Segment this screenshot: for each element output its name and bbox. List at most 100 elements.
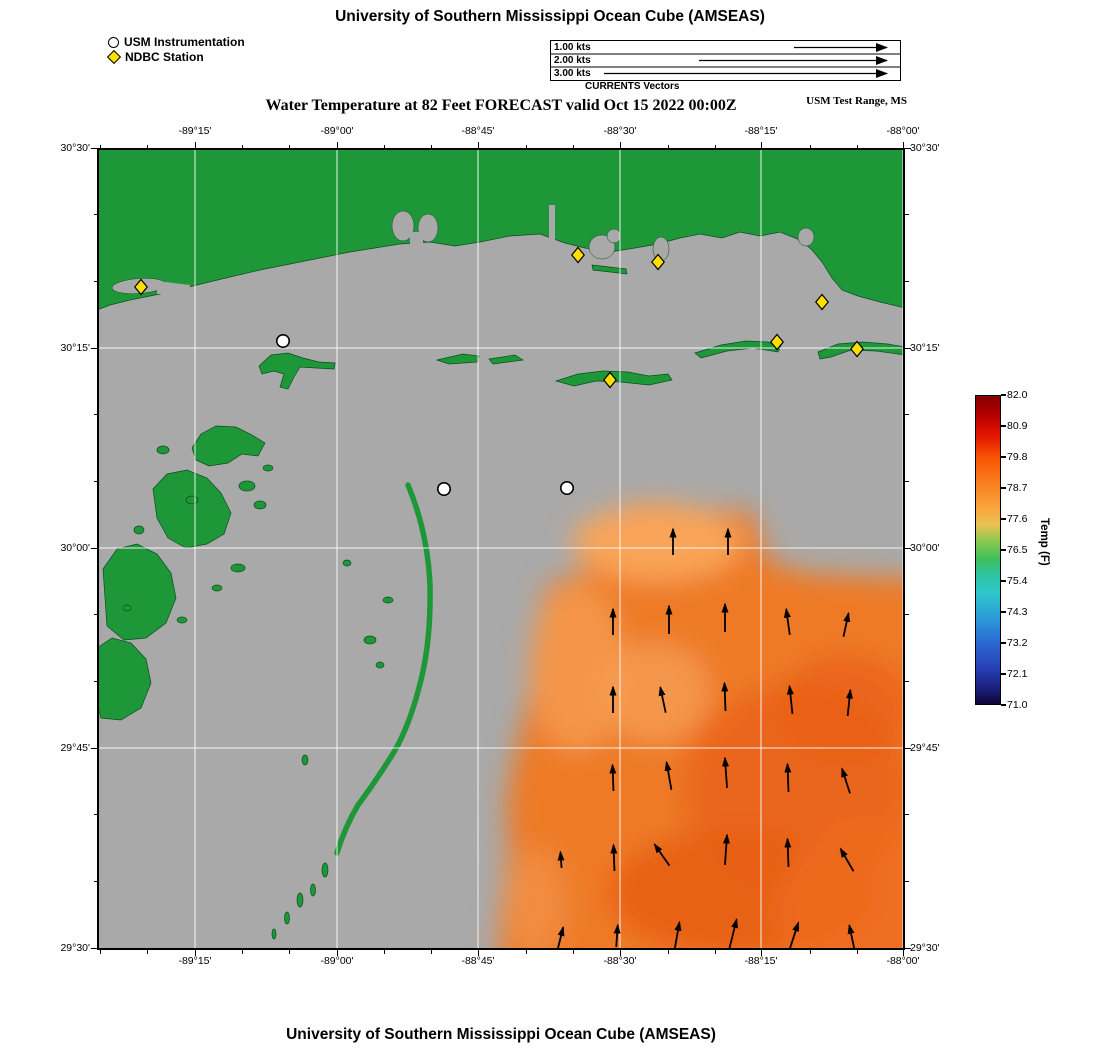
- tick-mark: [905, 147, 911, 149]
- tick-mark: [91, 147, 97, 149]
- x-tick-label-top: -88°30': [603, 125, 637, 137]
- x-tick-label-bottom: -89°15': [178, 955, 212, 967]
- x-tick-label-bottom: -88°00': [886, 955, 920, 967]
- currents-key-arrows: [551, 43, 900, 78]
- colorbar-tick-label: 71.0: [1007, 698, 1028, 711]
- tick-mark: [93, 814, 97, 816]
- colorbar-tick-label: 73.2: [1007, 636, 1028, 649]
- tick-mark: [905, 814, 909, 816]
- tick-mark: [667, 950, 669, 954]
- tick-mark: [431, 144, 433, 148]
- current-vector: [722, 833, 730, 866]
- map-frame: [97, 148, 905, 950]
- x-tick-label-top: -89°15': [178, 125, 212, 137]
- map-title: Water Temperature at 82 Feet FORECAST va…: [265, 97, 737, 114]
- current-vector: [728, 917, 738, 949]
- tick-mark: [91, 947, 97, 949]
- y-tick-label-left: 30°15': [60, 342, 90, 354]
- legend-item-ndbc: NDBC Station: [106, 49, 245, 65]
- tick-mark: [760, 142, 762, 148]
- ndbc-station-marker: [134, 278, 148, 296]
- currents-key-row-label: 2.00 kts: [554, 55, 591, 66]
- tick-mark: [1001, 487, 1006, 489]
- y-tick-label-right: 30°30': [910, 142, 940, 154]
- colorbar-tick-label: 78.7: [1007, 481, 1028, 494]
- tick-mark: [99, 950, 101, 954]
- colorbar-tick-label: 76.5: [1007, 543, 1028, 556]
- tick-mark: [573, 950, 575, 954]
- tick-mark: [93, 480, 97, 482]
- current-vector: [722, 756, 730, 789]
- tick-mark: [91, 347, 97, 349]
- colorbar-tick-label: 72.1: [1007, 667, 1028, 680]
- tick-mark: [93, 614, 97, 616]
- legend-label: NDBC Station: [125, 50, 204, 64]
- y-tick-label-right: 29°45': [910, 742, 940, 754]
- tick-mark: [525, 950, 527, 954]
- current-vector: [839, 847, 855, 872]
- tick-mark: [93, 214, 97, 216]
- tick-mark: [477, 950, 479, 956]
- ndbc-diamond-icon: [106, 49, 122, 65]
- tick-mark: [905, 547, 911, 549]
- tick-mark: [99, 144, 101, 148]
- current-vector: [609, 763, 617, 792]
- x-tick-label-top: -89°00': [320, 125, 354, 137]
- currents-key-title: CURRENTS Vectors: [585, 81, 680, 92]
- tick-mark: [147, 950, 149, 954]
- tick-mark: [336, 142, 338, 148]
- tick-mark: [905, 747, 911, 749]
- current-vector: [786, 684, 794, 715]
- y-tick-label-left: 30°00': [60, 542, 90, 554]
- tick-mark: [905, 947, 911, 949]
- y-tick-label-right: 30°15': [910, 342, 940, 354]
- y-tick-label-right: 30°00': [910, 542, 940, 554]
- tick-mark: [1001, 611, 1006, 613]
- tick-mark: [289, 950, 291, 954]
- tick-mark: [715, 144, 717, 148]
- usm-station-marker: [559, 480, 574, 495]
- tick-mark: [905, 880, 909, 882]
- x-tick-label-bottom: -88°15': [744, 955, 778, 967]
- current-vector: [784, 762, 792, 793]
- tick-mark: [905, 214, 909, 216]
- y-tick-label-left: 29°45': [60, 742, 90, 754]
- tick-mark: [1001, 642, 1006, 644]
- ndbc-station-marker: [571, 246, 585, 264]
- colorbar-tick-label: 80.9: [1007, 419, 1028, 432]
- y-tick-label-left: 29°30': [60, 942, 90, 954]
- x-tick-label-bottom: -88°30': [603, 955, 637, 967]
- usm-station-marker: [276, 334, 291, 349]
- station-markers: [134, 246, 864, 496]
- tick-mark: [902, 142, 904, 148]
- tick-mark: [241, 144, 243, 148]
- colorbar-title: Temp (F): [1038, 518, 1050, 566]
- tick-mark: [336, 950, 338, 956]
- tick-mark: [1001, 580, 1006, 582]
- tick-mark: [93, 880, 97, 882]
- current-vector: [784, 837, 792, 868]
- tick-mark: [1001, 549, 1006, 551]
- current-vector: [783, 607, 791, 635]
- current-vector: [788, 921, 800, 950]
- tick-mark: [1001, 394, 1006, 396]
- legend-label: USM Instrumentation: [124, 35, 245, 49]
- x-tick-label-bottom: -88°45': [461, 955, 495, 967]
- tick-mark: [619, 142, 621, 148]
- current-vector: [653, 843, 671, 867]
- tick-mark: [194, 950, 196, 956]
- map: [96, 147, 906, 953]
- legend-item-usm: USM Instrumentation: [108, 35, 245, 49]
- tick-mark: [857, 950, 859, 954]
- currents-key-row-label: 1.00 kts: [554, 42, 591, 53]
- page-title: University of Southern Mississippi Ocean…: [335, 8, 765, 25]
- current-vector: [673, 920, 682, 950]
- tick-mark: [91, 547, 97, 549]
- station-legend: USM Instrumentation NDBC Station: [106, 35, 245, 65]
- tick-mark: [93, 680, 97, 682]
- colorbar-tick-label: 74.3: [1007, 605, 1028, 618]
- ndbc-station-marker: [770, 333, 784, 351]
- tick-mark: [809, 144, 811, 148]
- colorbar-tick-label: 79.8: [1007, 450, 1028, 463]
